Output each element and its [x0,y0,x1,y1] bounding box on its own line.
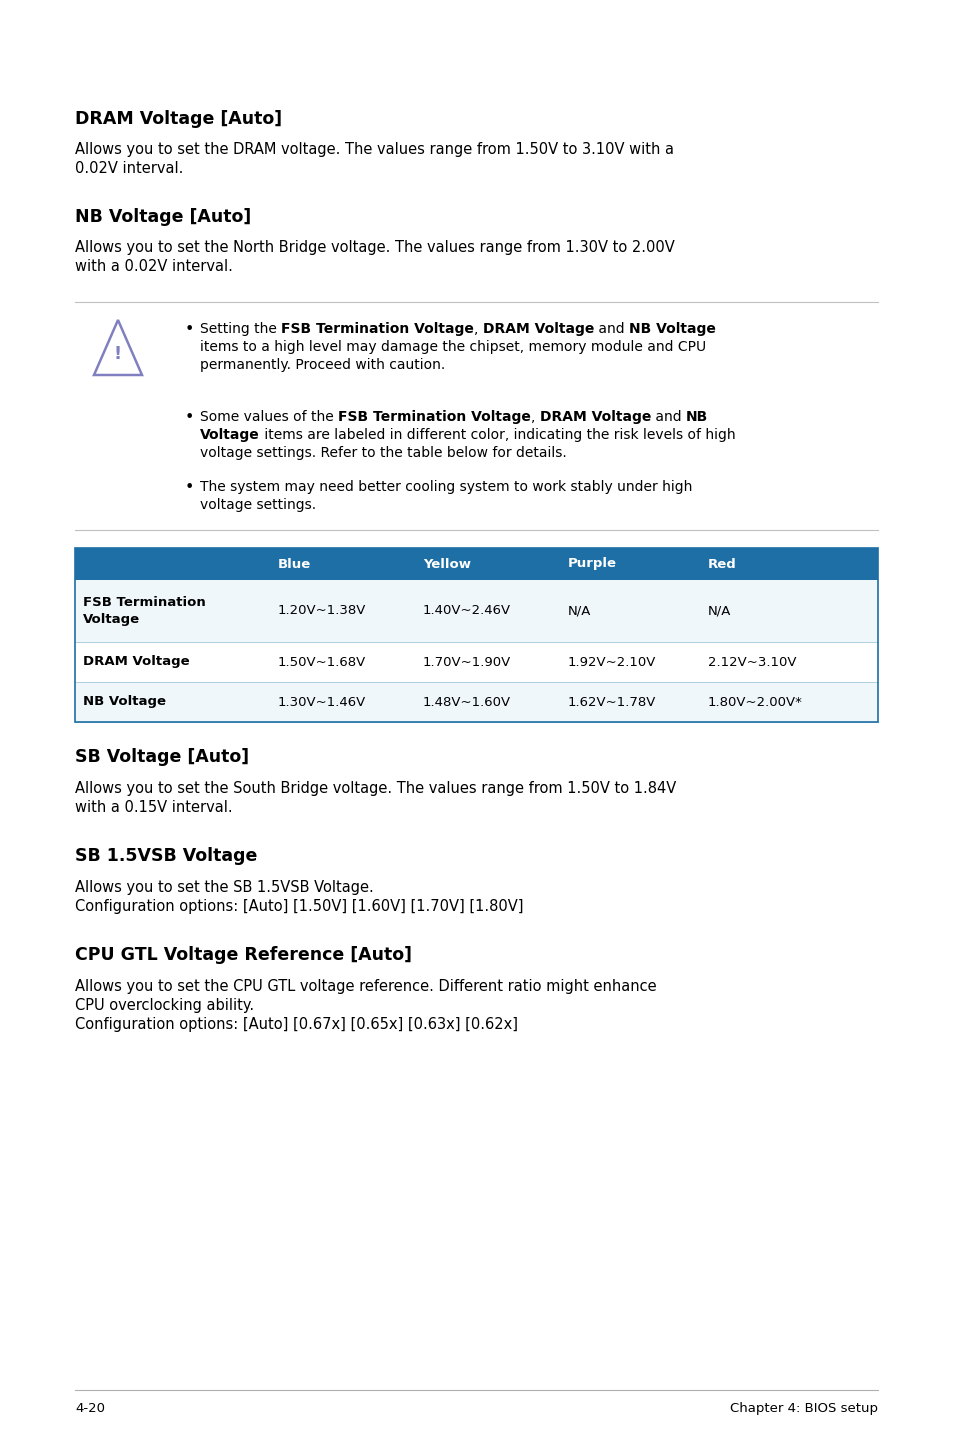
Text: NB Voltage: NB Voltage [629,322,716,336]
Text: Some values of the: Some values of the [200,410,337,424]
Text: FSB Termination Voltage: FSB Termination Voltage [281,322,474,336]
Text: FSB Termination: FSB Termination [83,597,206,610]
Text: CPU overclocking ability.: CPU overclocking ability. [75,998,253,1012]
Text: Allows you to set the South Bridge voltage. The values range from 1.50V to 1.84V: Allows you to set the South Bridge volta… [75,781,676,797]
Bar [75,548,877,580]
Text: Configuration options: [Auto] [1.50V] [1.60V] [1.70V] [1.80V]: Configuration options: [Auto] [1.50V] [1… [75,899,523,915]
Text: 1.40V~2.46V: 1.40V~2.46V [422,604,511,617]
Text: ,: , [531,410,539,424]
Bar [75,580,877,641]
Text: 2.12V~3.10V: 2.12V~3.10V [707,656,796,669]
Text: 1.80V~2.00V*: 1.80V~2.00V* [707,696,802,709]
Text: voltage settings.: voltage settings. [200,498,315,512]
Text: !: ! [113,345,122,364]
Text: DRAM Voltage: DRAM Voltage [83,656,190,669]
Text: with a 0.15V interval.: with a 0.15V interval. [75,800,233,815]
Text: CPU GTL Voltage Reference [Auto]: CPU GTL Voltage Reference [Auto] [75,946,412,963]
Text: permanently. Proceed with caution.: permanently. Proceed with caution. [200,358,445,372]
Bar [75,548,877,722]
Text: Purple: Purple [567,558,617,571]
Text: •: • [185,480,194,495]
Text: 1.50V~1.68V: 1.50V~1.68V [277,656,366,669]
Text: •: • [185,410,194,426]
Text: SB 1.5VSB Voltage: SB 1.5VSB Voltage [75,847,257,866]
Text: items to a high level may damage the chipset, memory module and CPU: items to a high level may damage the chi… [200,339,705,354]
Text: Red: Red [707,558,736,571]
Text: NB Voltage: NB Voltage [83,696,166,709]
Text: DRAM Voltage: DRAM Voltage [539,410,651,424]
Text: Allows you to set the DRAM voltage. The values range from 1.50V to 3.10V with a: Allows you to set the DRAM voltage. The … [75,142,673,157]
Bar [75,682,877,722]
Text: with a 0.02V interval.: with a 0.02V interval. [75,259,233,275]
Text: and: and [594,322,629,336]
Text: Voltage: Voltage [200,429,259,441]
Bar [75,641,877,682]
Text: Configuration options: [Auto] [0.67x] [0.65x] [0.63x] [0.62x]: Configuration options: [Auto] [0.67x] [0… [75,1017,517,1032]
Text: NB Voltage [Auto]: NB Voltage [Auto] [75,209,251,226]
Text: Allows you to set the CPU GTL voltage reference. Different ratio might enhance: Allows you to set the CPU GTL voltage re… [75,979,656,994]
Text: •: • [185,322,194,336]
Text: Chapter 4: BIOS setup: Chapter 4: BIOS setup [729,1402,877,1415]
Text: ,: , [474,322,482,336]
Text: 4-20: 4-20 [75,1402,105,1415]
Text: Yellow: Yellow [422,558,471,571]
Text: Voltage: Voltage [83,613,140,626]
Text: N/A: N/A [707,604,731,617]
Text: 1.92V~2.10V: 1.92V~2.10V [567,656,656,669]
Text: FSB Termination Voltage: FSB Termination Voltage [337,410,531,424]
Text: voltage settings. Refer to the table below for details.: voltage settings. Refer to the table bel… [200,446,566,460]
Text: SB Voltage [Auto]: SB Voltage [Auto] [75,748,249,766]
Text: DRAM Voltage [Auto]: DRAM Voltage [Auto] [75,109,282,128]
Text: 1.20V~1.38V: 1.20V~1.38V [277,604,366,617]
Text: 0.02V interval.: 0.02V interval. [75,161,183,175]
Text: N/A: N/A [567,604,591,617]
Text: Allows you to set the North Bridge voltage. The values range from 1.30V to 2.00V: Allows you to set the North Bridge volta… [75,240,674,255]
Text: Allows you to set the SB 1.5VSB Voltage.: Allows you to set the SB 1.5VSB Voltage. [75,880,374,894]
Text: Setting the: Setting the [200,322,281,336]
Text: and: and [651,410,685,424]
Text: 1.62V~1.78V: 1.62V~1.78V [567,696,656,709]
Text: items are labeled in different color, indicating the risk levels of high: items are labeled in different color, in… [259,429,735,441]
Text: NB: NB [685,410,708,424]
Text: 1.70V~1.90V: 1.70V~1.90V [422,656,511,669]
Text: The system may need better cooling system to work stably under high: The system may need better cooling syste… [200,480,692,495]
Text: 1.48V~1.60V: 1.48V~1.60V [422,696,511,709]
Text: DRAM Voltage: DRAM Voltage [482,322,594,336]
Text: 1.30V~1.46V: 1.30V~1.46V [277,696,366,709]
Text: Blue: Blue [277,558,311,571]
